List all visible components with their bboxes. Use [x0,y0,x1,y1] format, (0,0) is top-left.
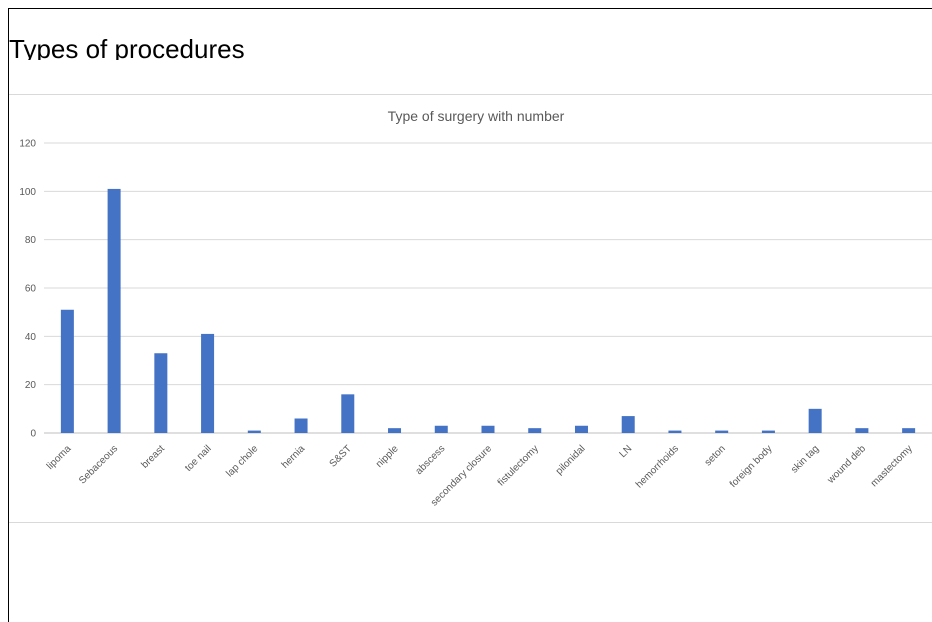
x-tick-label: Sebaceous [77,443,120,486]
x-tick-label: breast [140,443,168,471]
chart-area-bottom-border [9,522,932,523]
x-tick-label: nipple [374,443,401,470]
x-tick-label: lipoma [45,443,74,472]
y-axis-tick-labels: 0 20 40 60 80 100 120 [19,139,36,440]
x-tick-label: seton [703,443,728,468]
chart-title: Type of surgery with number [388,108,565,124]
gridlines [44,142,932,434]
bar [388,428,402,433]
y-tick-label: 40 [25,332,37,343]
bar [434,425,448,433]
y-tick-label: 20 [25,380,37,391]
chart-area-top-border [9,94,932,95]
bar [621,416,635,433]
x-tick-label: mastectomy [869,443,915,489]
bar [668,430,682,433]
x-tick-label: hernia [280,443,308,471]
slide-title: Types of procedures [9,36,245,60]
bars [60,188,916,433]
x-tick-label: fistulectomy [496,443,541,488]
bar [294,418,308,433]
y-tick-label: 60 [25,284,37,295]
bar [761,430,775,433]
y-tick-label: 120 [19,139,36,150]
bar [715,430,729,433]
x-tick-label: hemorrhoids [634,443,681,490]
bar [60,309,74,433]
bar [341,394,355,433]
y-tick-label: 80 [25,235,37,246]
bar [808,408,822,433]
y-tick-label: 0 [30,429,36,440]
x-tick-label: toe nail [183,443,214,474]
bar [855,428,869,433]
x-tick-label: abscess [414,443,448,477]
x-tick-label: foreign body [728,443,775,490]
bar [107,188,121,433]
bar [574,425,588,433]
x-tick-label: wound deb [825,443,868,486]
x-tick-label: S&ST [328,443,354,469]
x-axis-tick-labels: lipoma Sebaceous breast toe nail lap chole he… [45,443,915,508]
bar [154,353,168,433]
x-tick-label: lap chole [224,443,260,479]
x-tick-label: pilonidal [554,443,588,477]
y-tick-label: 100 [19,187,36,198]
frame-top-border [8,8,932,9]
bar [247,430,261,433]
x-tick-label: LN [618,443,635,460]
bar [528,428,542,433]
x-tick-label: skin tag [789,443,821,475]
frame-left-border [8,8,9,622]
bar [201,333,215,433]
bar [902,428,916,433]
bar [481,425,495,433]
